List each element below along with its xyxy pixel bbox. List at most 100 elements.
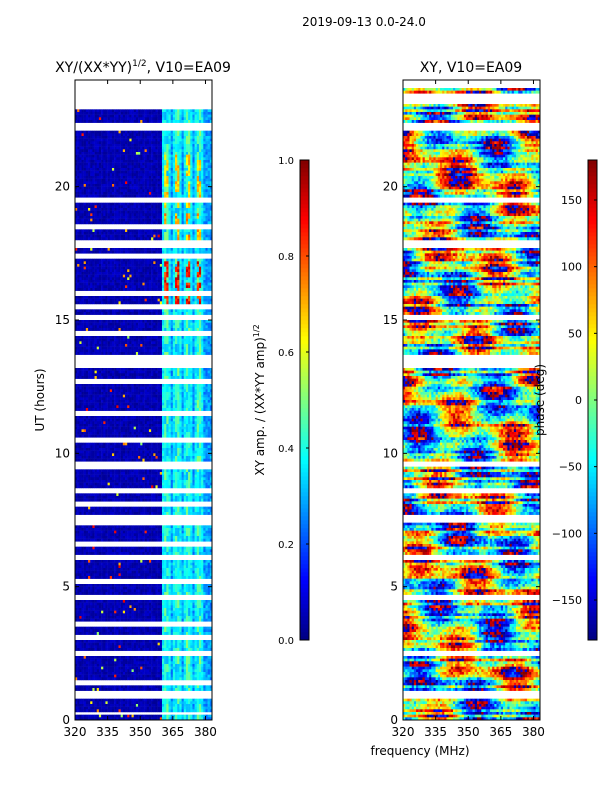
heatmap-cell [96, 269, 100, 273]
heatmap-cell [138, 322, 141, 326]
heatmap-cell [207, 301, 211, 305]
heatmap-cell [101, 370, 104, 374]
heatmap-cell [159, 264, 163, 267]
heatmap-cell [85, 320, 89, 323]
heatmap-cell [188, 288, 191, 291]
heatmap-cell [203, 133, 206, 137]
heatmap-cell [135, 136, 139, 139]
heatmap-cell [188, 120, 191, 123]
heatmap-cell [209, 373, 213, 377]
heatmap-cell [148, 288, 152, 291]
heatmap-cell [109, 269, 113, 273]
heatmap-cell [88, 386, 91, 390]
heatmap-cell [118, 234, 121, 238]
heatmap-cell [168, 152, 171, 155]
heatmap-cell [161, 370, 165, 374]
heatmap-cell [120, 232, 124, 235]
heatmap-cell [140, 146, 143, 150]
heatmap-cell [118, 117, 121, 121]
heatmap-cell [140, 389, 143, 393]
heatmap-cell [101, 160, 104, 163]
heatmap-cell [81, 384, 84, 387]
heatmap-cell [155, 344, 158, 347]
heatmap-cell [131, 320, 134, 323]
heatmap-cell [79, 309, 82, 313]
heatmap-cell [120, 250, 124, 254]
heatmap-cell [179, 336, 182, 339]
heatmap-cell [153, 114, 156, 118]
heatmap-cell [111, 170, 115, 174]
heatmap-cell [96, 352, 100, 355]
heatmap-cell [96, 320, 100, 323]
heatmap-cell [85, 296, 89, 299]
heatmap-cell [96, 117, 100, 121]
heatmap-cell [105, 298, 108, 302]
heatmap-cell [198, 296, 202, 299]
heatmap-cell [94, 384, 97, 387]
heatmap-cell [114, 368, 117, 371]
heatmap-cell [92, 208, 95, 211]
heatmap-cell [198, 320, 202, 323]
heatmap-cell [196, 178, 200, 182]
heatmap-cell [207, 277, 211, 281]
heatmap-cell [125, 266, 128, 270]
heatmap-cell [175, 264, 178, 267]
heatmap-cell [153, 274, 156, 278]
heatmap-cell [116, 272, 119, 275]
heatmap-cell [170, 202, 174, 206]
heatmap-cell [120, 277, 124, 281]
heatmap-cell [188, 213, 191, 217]
heatmap-cell [88, 261, 91, 265]
heatmap-cell [207, 109, 211, 113]
heatmap-cell [194, 144, 198, 147]
heatmap-cell [194, 349, 198, 353]
heatmap-cell [79, 328, 82, 331]
heatmap-cell [111, 221, 115, 225]
heatmap-cell [94, 117, 97, 121]
heatmap-cell [94, 221, 97, 225]
heatmap-cell [209, 165, 213, 169]
heatmap-cell [107, 178, 111, 182]
heatmap-cell [125, 272, 128, 275]
heatmap-cell [190, 152, 193, 155]
heatmap-cell [129, 181, 132, 185]
heatmap-cell [79, 336, 82, 339]
heatmap-cell [205, 192, 208, 195]
heatmap-cell [192, 181, 195, 185]
heatmap-cell [131, 133, 134, 137]
heatmap-cell [92, 162, 95, 166]
heatmap-cell [142, 194, 145, 198]
heatmap-cell [201, 216, 204, 219]
heatmap-cell [185, 192, 189, 195]
heatmap-cell [166, 205, 169, 209]
heatmap-cell [105, 184, 108, 187]
heatmap-cell [75, 272, 78, 275]
heatmap-cell [170, 194, 174, 198]
heatmap-cell [172, 160, 176, 163]
heatmap-cell [209, 141, 213, 145]
heatmap-cell [140, 208, 143, 211]
heatmap-cell [83, 250, 87, 254]
heatmap-cell [194, 384, 198, 387]
heatmap-cell [142, 250, 145, 254]
heatmap-cell [116, 221, 119, 225]
heatmap-cell [175, 181, 178, 185]
heatmap-cell [203, 368, 206, 371]
heatmap-cell [198, 349, 202, 353]
heatmap-cell [172, 157, 176, 161]
heatmap-cell [98, 178, 102, 182]
heatmap-cell [166, 194, 169, 198]
heatmap-cell [172, 274, 176, 278]
heatmap-cell [164, 272, 167, 275]
heatmap-cell [177, 218, 180, 222]
heatmap-cell [127, 144, 130, 147]
heatmap-cell [85, 301, 89, 305]
heatmap-cell [196, 288, 200, 291]
heatmap-cell [81, 210, 84, 214]
heatmap-cell [105, 114, 108, 118]
heatmap-cell [101, 341, 104, 345]
heatmap-cell [164, 181, 167, 185]
heatmap-cell [170, 130, 174, 134]
heatmap-cell [166, 160, 169, 163]
heatmap-cell [94, 392, 97, 395]
